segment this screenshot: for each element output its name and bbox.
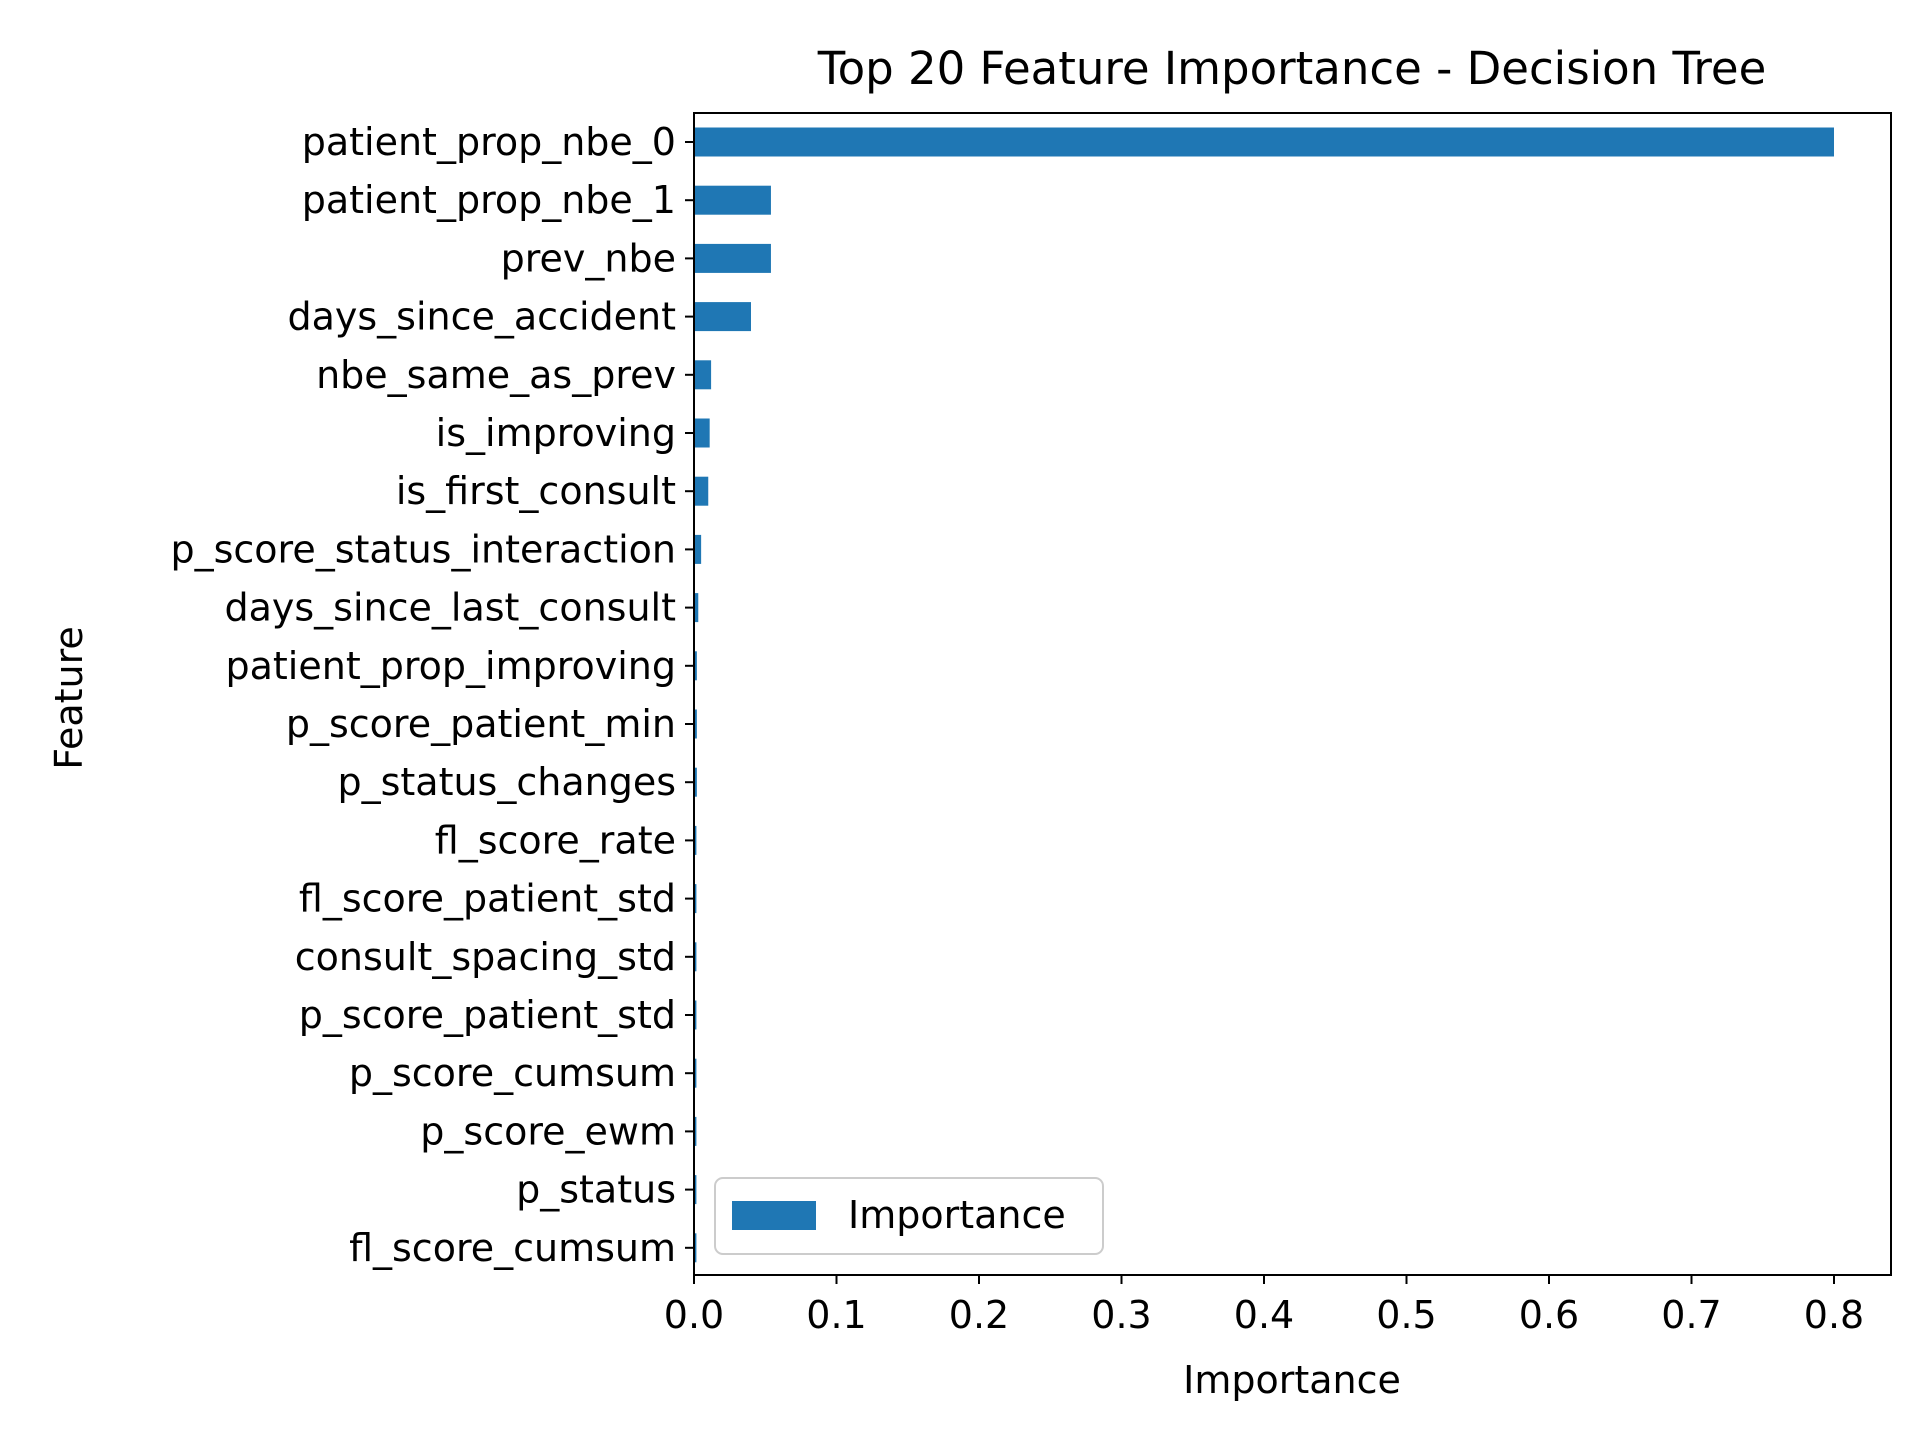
y-tick-label: days_since_accident <box>287 295 676 339</box>
bar-patient-prop-improving <box>694 651 697 681</box>
x-tick-label: 0.5 <box>1376 1293 1436 1337</box>
bar-is-first-consult <box>694 476 709 506</box>
bar-patient-prop-nbe-1 <box>694 185 771 215</box>
bar-p-score-cumsum <box>694 1058 697 1088</box>
plot-area-frame <box>693 112 1892 1276</box>
y-tick-label: fl_score_patient_std <box>299 877 676 921</box>
bar-patient-prop-nbe-0 <box>694 127 1834 157</box>
bar-days-since-last-consult <box>694 593 699 623</box>
x-tick-label: 0.8 <box>1804 1293 1864 1337</box>
y-tick-label: p_score_ewm <box>420 1109 676 1153</box>
bar-fl-score-cumsum <box>694 1233 697 1263</box>
y-tick-label: p_score_patient_std <box>299 993 676 1037</box>
x-tick-label: 0.2 <box>949 1293 1009 1337</box>
bar-p-status-changes <box>694 767 697 797</box>
legend-swatch <box>732 1201 816 1230</box>
y-tick-label: is_improving <box>436 411 676 455</box>
y-tick-label: patient_prop_nbe_1 <box>302 178 676 222</box>
y-tick-label: p_score_patient_min <box>286 702 676 746</box>
bar-is-improving <box>694 418 710 448</box>
bar-p-status <box>694 1175 697 1205</box>
x-tick-label: 0.7 <box>1661 1293 1721 1337</box>
y-tick-label: fl_score_rate <box>435 818 676 862</box>
bar-p-score-ewm <box>694 1116 697 1146</box>
bar-fl-score-patient-std <box>694 884 697 914</box>
y-tick-label: patient_prop_nbe_0 <box>302 120 676 164</box>
y-tick-label: p_score_cumsum <box>349 1051 676 1095</box>
bar-fl-score-rate <box>694 825 697 855</box>
y-tick-label: consult_spacing_std <box>295 935 676 979</box>
bar-prev-nbe <box>694 243 771 273</box>
y-tick-label: prev_nbe <box>501 236 676 280</box>
legend: Importance <box>714 1177 1104 1255</box>
y-tick-label: p_score_status_interaction <box>170 527 676 571</box>
y-tick-label: patient_prop_improving <box>226 644 677 688</box>
bars-layer <box>694 127 1834 1263</box>
bar-p-score-patient-std <box>694 1000 697 1030</box>
x-axis-ticks: 0.0 0.1 0.2 0.3 0.4 0.5 0.6 0.7 0.8 <box>664 1275 1864 1337</box>
y-axis-label: Feature <box>47 626 91 770</box>
x-tick-label: 0.6 <box>1519 1293 1579 1337</box>
x-tick-label: 0.4 <box>1234 1293 1294 1337</box>
bar-consult-spacing-std <box>694 942 697 972</box>
bar-nbe-same-as-prev <box>694 360 712 390</box>
chart-title: Top 20 Feature Importance - Decision Tre… <box>817 42 1767 95</box>
y-tick-label: nbe_same_as_prev <box>316 353 676 397</box>
y-tick-label: fl_score_cumsum <box>349 1226 676 1270</box>
legend-label: Importance <box>848 1193 1066 1237</box>
y-axis-ticks: patient_prop_nbe_0 patient_prop_nbe_1prev… <box>170 120 694 1270</box>
bar-days-since-accident <box>694 302 751 332</box>
x-tick-label: 0.0 <box>664 1293 724 1337</box>
y-tick-label: days_since_last_consult <box>224 586 676 630</box>
y-tick-label: p_status <box>516 1168 676 1212</box>
y-tick-label: p_status_changes <box>337 760 676 804</box>
x-tick-label: 0.3 <box>1091 1293 1151 1337</box>
x-axis-label: Importance <box>1183 1358 1401 1402</box>
bar-p-score-patient-min <box>694 709 697 739</box>
x-tick-label: 0.1 <box>806 1293 866 1337</box>
legend-frame <box>714 1177 1104 1255</box>
bar-p-score-status-interaction <box>694 534 702 564</box>
y-tick-label: is_first_consult <box>396 469 676 513</box>
